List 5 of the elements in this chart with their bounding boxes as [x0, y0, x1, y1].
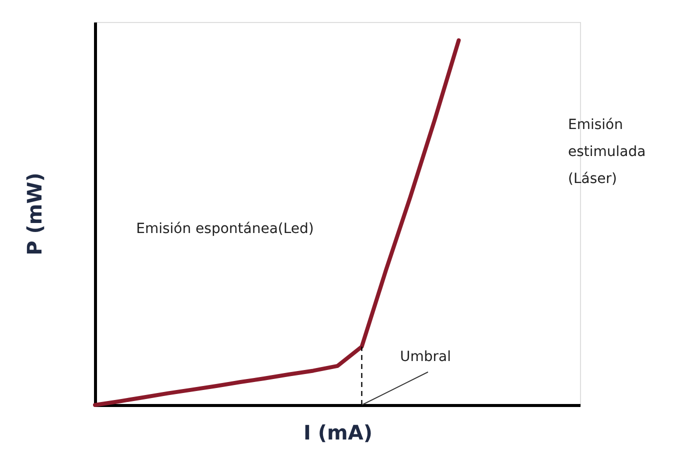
annotation: Emisión espontánea(Led): [136, 221, 314, 237]
y-axis-title: P (mW): [22, 172, 46, 256]
x-axis-title: I (mA): [303, 420, 373, 444]
annotation: Umbral: [400, 349, 451, 365]
annotation: Emisión estimulada (Láser): [568, 117, 646, 187]
